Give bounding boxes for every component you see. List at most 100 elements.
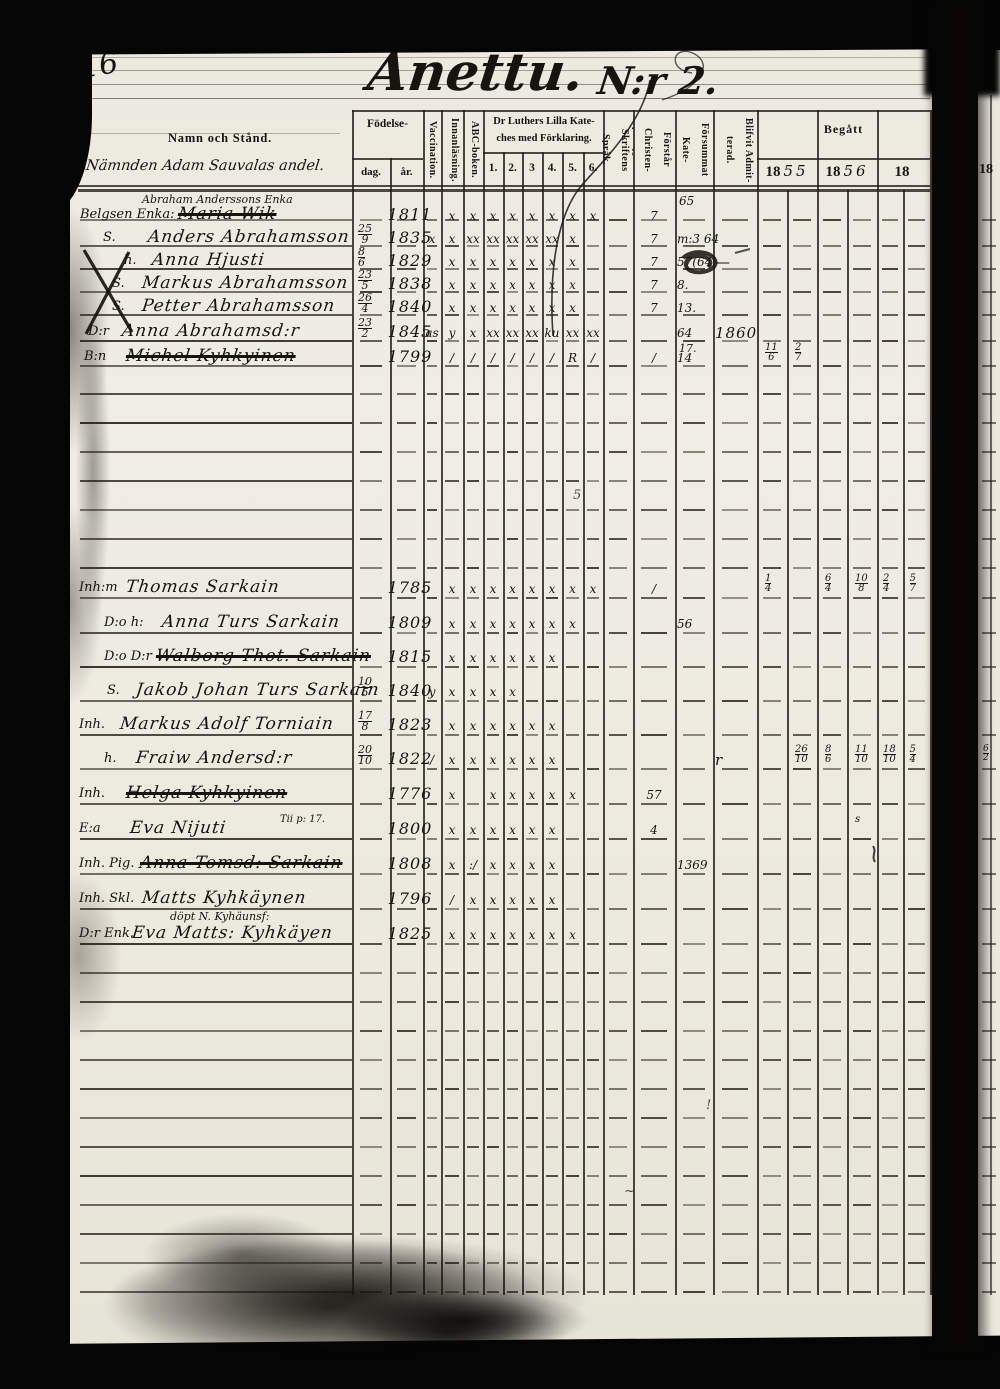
row-rule-dash [546, 538, 558, 540]
entry-name: Helga Kyhkyinen [125, 783, 289, 803]
row-rule-dash [587, 943, 599, 945]
row-rule-dash [426, 509, 438, 511]
row-rule-dash [682, 803, 706, 805]
row-rule-dash [763, 219, 781, 221]
row-rule-dash [908, 803, 925, 805]
row-rule-dash [682, 972, 706, 974]
row-rule-dash [566, 838, 579, 840]
row-rule-dash [426, 700, 438, 702]
row-rule-dash [793, 972, 811, 974]
row-rule-name [80, 908, 352, 910]
row-rule-dash [587, 632, 599, 634]
row-rule-dash [587, 268, 599, 270]
row-rule-dash [445, 1146, 459, 1148]
row-rule-dash [445, 219, 459, 221]
row-rule-dash [467, 219, 479, 221]
row-rule-dash [908, 734, 925, 736]
row-rule-dash [566, 972, 579, 974]
row-rule-dash [853, 768, 871, 770]
entry-birth-year: 1840 [387, 681, 433, 700]
row-rule-dash [445, 365, 459, 367]
row-rule-dash [853, 597, 871, 599]
row-rule-dash [467, 1233, 479, 1235]
row-rule-dash [396, 803, 417, 805]
row-rule-dash [609, 567, 627, 569]
row-rule-dash [396, 480, 417, 482]
entry-name-text: Anna Abrahamsd:r [120, 321, 302, 341]
entry-forsummat-above: 65 [679, 194, 695, 208]
entry-birth-year: 1822 [387, 749, 433, 768]
entry-mark: x [589, 209, 597, 223]
row-rule-dash [587, 245, 599, 247]
row-rule-dash [546, 972, 558, 974]
row-rule-dash [609, 597, 627, 599]
row-rule-dash [609, 1175, 627, 1177]
row-rule-dash [793, 1233, 811, 1235]
row-rule-dash [487, 1059, 499, 1061]
row-rule-dash [721, 422, 749, 424]
row-rule-dash [908, 1030, 925, 1032]
row-rule-dash [445, 340, 459, 342]
row-rule-dash [526, 480, 538, 482]
row-rule-dash [853, 666, 871, 668]
row-rule-dash [546, 1175, 558, 1177]
scan-noise-left-strip [70, 260, 116, 680]
row-rule-dash [793, 873, 811, 875]
row-rule-dash [587, 314, 599, 316]
header-kateches-number: 4. [547, 162, 557, 174]
row-rule-dash [506, 1059, 519, 1061]
entry-name: Walborg Thot. Sarkain [155, 646, 372, 666]
row-rule-dash [823, 340, 841, 342]
entry-mark: xx [505, 326, 520, 340]
row-rule-dash [467, 1088, 479, 1090]
row-rule-dash [359, 291, 383, 293]
row-rule-dash [682, 567, 706, 569]
row-rule-dash [823, 873, 841, 875]
entry-mark: x [569, 617, 576, 631]
entry-mark: xx [505, 232, 520, 246]
row-rule-dash [609, 700, 627, 702]
row-rule-dash [396, 1117, 417, 1119]
row-rule-dash [721, 632, 749, 634]
row-rule-dash [882, 666, 898, 668]
row-rule-dash [609, 245, 627, 247]
row-rule-dash [566, 365, 579, 367]
row-rule-dash [682, 1117, 706, 1119]
entry-name-text: Markus Abrahamsson [140, 273, 350, 293]
row-rule-dash [526, 314, 538, 316]
row-rule-dash [682, 908, 706, 910]
entry-name: Markus Abrahamsson [140, 273, 350, 293]
entry-birth-day: 23 5 [358, 268, 372, 292]
entry-name: Anna Turs Sarkain [161, 612, 341, 632]
row-rule-dash [763, 365, 781, 367]
row-rule-dash [587, 1117, 599, 1119]
row-rule-dash [566, 597, 579, 599]
entry-mark: ku [544, 326, 560, 340]
row-rule-dash [682, 1001, 706, 1003]
row-rule-dash [546, 567, 558, 569]
entry-name-text: Eva Matts: Kyhkäyen [130, 923, 335, 943]
row-rule-dash [882, 538, 898, 540]
entry-mark: x [448, 232, 456, 246]
entry-mark: xx [545, 232, 559, 246]
row-rule-dash [587, 1262, 599, 1264]
row-rule-dash [426, 365, 438, 367]
entry-mark: x [509, 651, 516, 665]
row-rule-dash [487, 1088, 499, 1090]
row-rule-dash [823, 268, 841, 270]
row-rule-dash [721, 1001, 749, 1003]
row-rule-dash [426, 1175, 438, 1177]
header-begatt-label: Begått [823, 122, 864, 136]
row-rule-dash [721, 803, 749, 805]
row-rule-dash [445, 393, 459, 395]
row-rule-dash [566, 538, 579, 540]
row-rule-dash [467, 451, 479, 453]
entry-begatt-date: 11 6 [765, 342, 778, 363]
entry-mark: x [569, 232, 576, 246]
row-rule-dash [467, 1059, 479, 1061]
row-rule-dash [793, 838, 811, 840]
row-rule-dash [506, 803, 519, 805]
row-rule-dash [641, 480, 667, 482]
row-rule-dash [908, 567, 925, 569]
entry-prefix: D:o D:r [104, 649, 152, 664]
